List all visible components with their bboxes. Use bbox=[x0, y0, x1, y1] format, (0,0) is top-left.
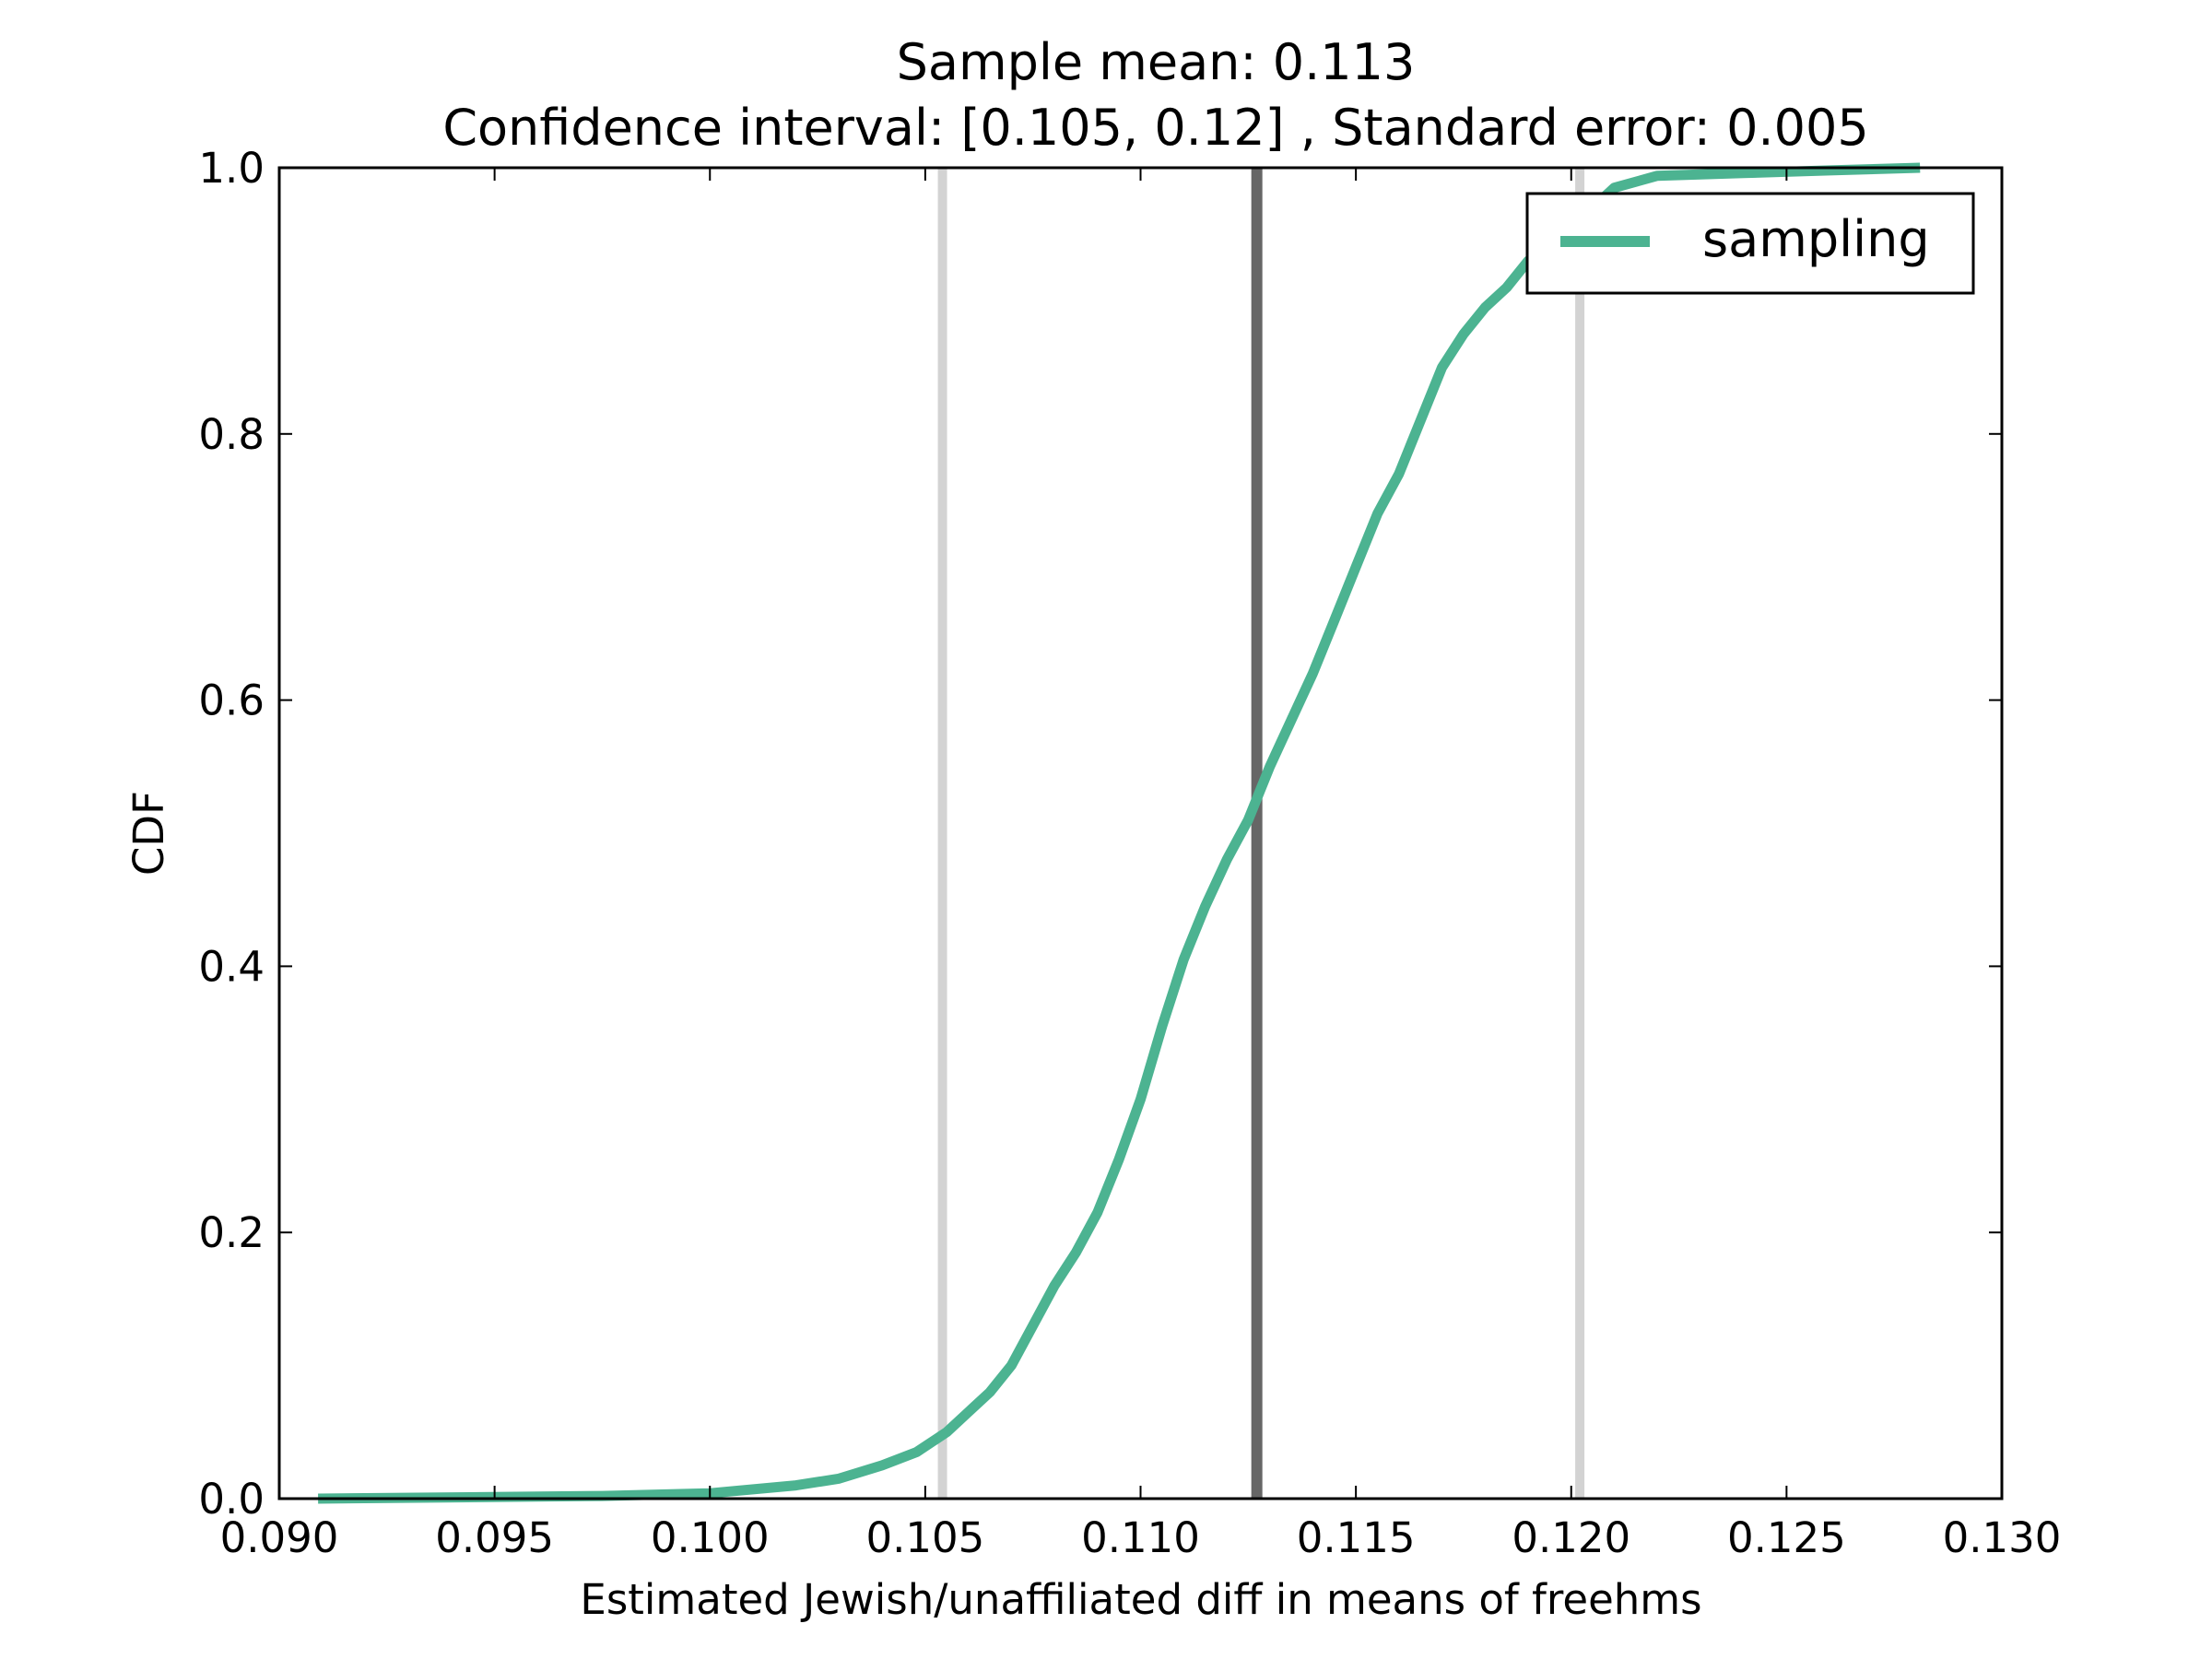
legend: sampling bbox=[1525, 192, 1975, 295]
y-tick-labels: 0.0 0.2 0.4 0.6 0.8 1.0 bbox=[198, 144, 265, 1524]
x-tick-label-0: 0.090 bbox=[220, 1513, 339, 1562]
x-tick-label-1: 0.095 bbox=[435, 1513, 554, 1562]
y-tick-label-3: 0.6 bbox=[198, 677, 265, 725]
chart-subtitle: Confidence interval: [0.105, 0.12] , Sta… bbox=[442, 99, 1868, 157]
y-tick-label-2: 0.4 bbox=[198, 942, 265, 991]
x-tick-label-6: 0.120 bbox=[1512, 1513, 1630, 1562]
x-tick-label-2: 0.100 bbox=[651, 1513, 770, 1562]
x-tick-label-8: 0.130 bbox=[1943, 1513, 2062, 1562]
y-tick-label-0: 0.0 bbox=[198, 1475, 265, 1524]
legend-label-sampling: sampling bbox=[1702, 210, 1930, 268]
chart-title: Sample mean: 0.113 bbox=[897, 33, 1416, 91]
x-axis-label: Estimated Jewish/unaffiliated diff in me… bbox=[580, 1575, 1701, 1624]
x-tick-labels: 0.090 0.095 0.100 0.105 0.110 0.115 0.120 0.125… bbox=[220, 1513, 2062, 1562]
series-line-sampling bbox=[318, 162, 1921, 1504]
reference-lines bbox=[937, 168, 1585, 1499]
x-tick-label-4: 0.110 bbox=[1081, 1513, 1200, 1562]
x-tick-label-3: 0.105 bbox=[865, 1513, 984, 1562]
y-tick-label-4: 0.8 bbox=[198, 410, 265, 459]
y-tick-label-1: 0.2 bbox=[198, 1208, 265, 1257]
x-tick-label-7: 0.125 bbox=[1727, 1513, 1846, 1562]
y-tick-label-5: 1.0 bbox=[198, 144, 265, 193]
x-tick-label-5: 0.115 bbox=[1297, 1513, 1416, 1562]
y-axis-label: CDF bbox=[124, 791, 173, 876]
series-lines bbox=[318, 162, 1921, 1504]
plot-frame bbox=[277, 166, 2004, 1500]
